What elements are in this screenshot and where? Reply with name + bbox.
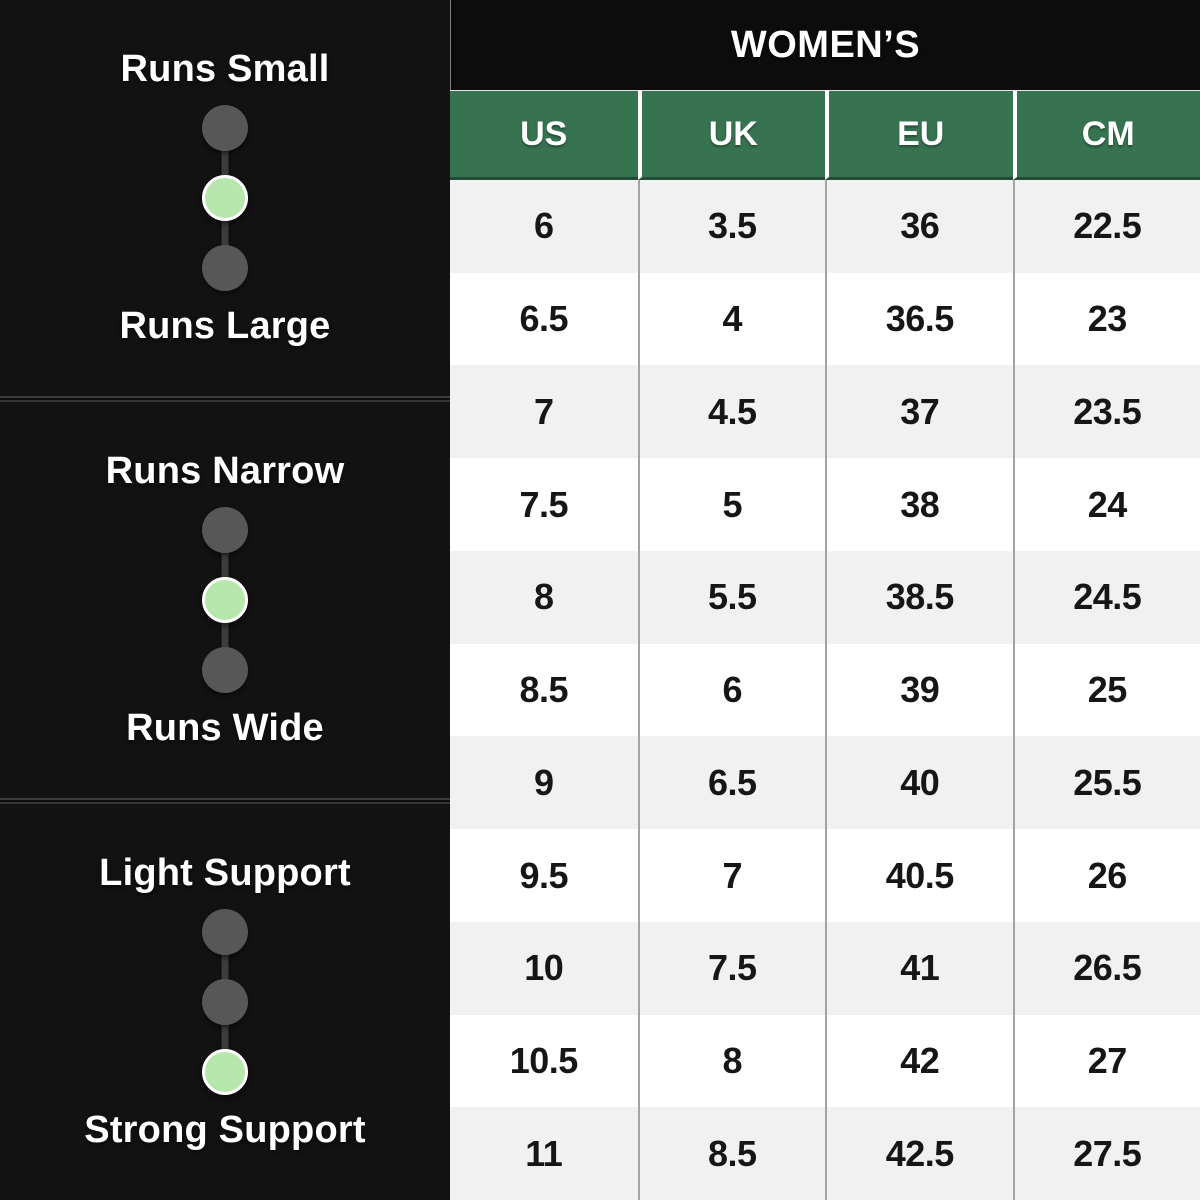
- cell-us: 6: [533, 205, 554, 247]
- cell-cm: 24: [1012, 458, 1200, 551]
- scale-dot: [202, 507, 248, 553]
- scale-dots: [202, 909, 248, 1095]
- column-header-cm: CM: [1012, 91, 1200, 180]
- cell-cm: 27.5: [1012, 1107, 1200, 1200]
- cell-cm: 22.5: [1012, 180, 1200, 273]
- cell-cm: 26.5: [1012, 921, 1200, 1015]
- cell-uk: 4: [637, 272, 826, 366]
- scale-dot: [202, 577, 248, 623]
- table-row: 8 5.5 38.5 24.5: [450, 550, 1200, 644]
- table-row: 7.5 5 38 24: [450, 458, 1200, 551]
- scale-bottom-label: Runs Wide: [126, 707, 324, 749]
- fit-scale-support: Light Support Strong Support: [0, 804, 450, 1200]
- size-table: WOMEN’S US UK EU CM 6 3.5 36 22.5 6.5 4 …: [450, 0, 1200, 1200]
- table-row: 11 8.5 42.5 27.5: [450, 1107, 1200, 1200]
- scale-dots: [202, 507, 248, 693]
- cell-eu: 38.5: [825, 550, 1013, 644]
- table-row: 8.5 6 39 25: [450, 643, 1200, 737]
- scale-top-label: Light Support: [99, 851, 351, 894]
- scale-dot: [202, 647, 248, 693]
- cell-cm: 27: [1012, 1014, 1200, 1108]
- table-row: 6.5 4 36.5 23: [450, 272, 1200, 366]
- cell-cm: 23.5: [1012, 365, 1200, 459]
- fit-scale-panel: Runs Small Runs Large Runs Narrow Runs W…: [0, 0, 450, 1200]
- scale-bottom-label: Strong Support: [84, 1109, 366, 1151]
- table-row: 6 3.5 36 22.5: [450, 180, 1200, 273]
- cell-cm: 25: [1012, 643, 1200, 737]
- cell-uk: 5.5: [637, 550, 826, 644]
- cell-us: 8: [533, 576, 554, 618]
- cell-us: 8.5: [519, 669, 569, 711]
- table-header-row: US UK EU CM: [450, 90, 1200, 180]
- fit-scale-width: Runs Narrow Runs Wide: [0, 402, 450, 798]
- table-row: 10.5 8 42 27: [450, 1014, 1200, 1108]
- scale-dot: [202, 909, 248, 955]
- cell-eu: 42: [825, 1014, 1013, 1108]
- cell-us: 10: [524, 947, 564, 989]
- table-title: WOMEN’S: [450, 0, 1200, 90]
- scale-dot: [202, 175, 248, 221]
- cell-us: 10.5: [509, 1039, 579, 1081]
- cell-uk: 5: [637, 458, 826, 551]
- cell-eu: 39: [825, 643, 1013, 737]
- cell-uk: 6: [637, 643, 826, 737]
- cell-us: 6.5: [519, 298, 569, 340]
- cell-eu: 41: [825, 921, 1013, 1015]
- cell-cm: 24.5: [1012, 550, 1200, 644]
- cell-eu: 37: [825, 365, 1013, 459]
- cell-us: 7: [533, 390, 554, 432]
- cell-uk: 6.5: [637, 736, 826, 830]
- cell-eu: 36.5: [825, 272, 1013, 366]
- scale-bottom-label: Runs Large: [119, 305, 331, 347]
- cell-eu: 42.5: [825, 1107, 1013, 1200]
- table-body: 6 3.5 36 22.5 6.5 4 36.5 23 7 4.5 37 23.…: [450, 180, 1200, 1200]
- table-row: 7 4.5 37 23.5: [450, 365, 1200, 459]
- cell-uk: 3.5: [637, 180, 826, 273]
- scale-dot: [202, 105, 248, 151]
- column-header-us: US: [450, 91, 638, 180]
- table-row: 9.5 7 40.5 26: [450, 829, 1200, 922]
- cell-eu: 40: [825, 736, 1013, 830]
- cell-uk: 8.5: [637, 1107, 826, 1200]
- cell-us: 9.5: [519, 854, 569, 896]
- cell-eu: 36: [825, 180, 1013, 273]
- cell-cm: 23: [1012, 272, 1200, 366]
- cell-uk: 8: [637, 1014, 826, 1108]
- column-header-uk: UK: [637, 91, 825, 180]
- cell-cm: 26: [1012, 829, 1200, 922]
- table-row: 9 6.5 40 25.5: [450, 736, 1200, 830]
- cell-uk: 7: [637, 829, 826, 922]
- cell-eu: 38: [825, 458, 1013, 551]
- cell-eu: 40.5: [825, 829, 1013, 922]
- scale-dots: [202, 105, 248, 291]
- scale-top-label: Runs Small: [120, 47, 330, 90]
- cell-uk: 4.5: [637, 365, 826, 459]
- cell-uk: 7.5: [637, 921, 826, 1015]
- cell-cm: 25.5: [1012, 736, 1200, 830]
- scale-dot: [202, 245, 248, 291]
- fit-scale-size: Runs Small Runs Large: [0, 0, 450, 396]
- scale-dot: [202, 1049, 248, 1095]
- section-divider: [0, 396, 450, 402]
- section-divider: [0, 798, 450, 804]
- cell-us: 11: [525, 1132, 563, 1174]
- scale-top-label: Runs Narrow: [105, 449, 345, 492]
- table-row: 10 7.5 41 26.5: [450, 921, 1200, 1015]
- cell-us: 9: [533, 761, 554, 803]
- cell-us: 7.5: [519, 483, 569, 525]
- scale-dot: [202, 979, 248, 1025]
- column-header-eu: EU: [825, 91, 1013, 180]
